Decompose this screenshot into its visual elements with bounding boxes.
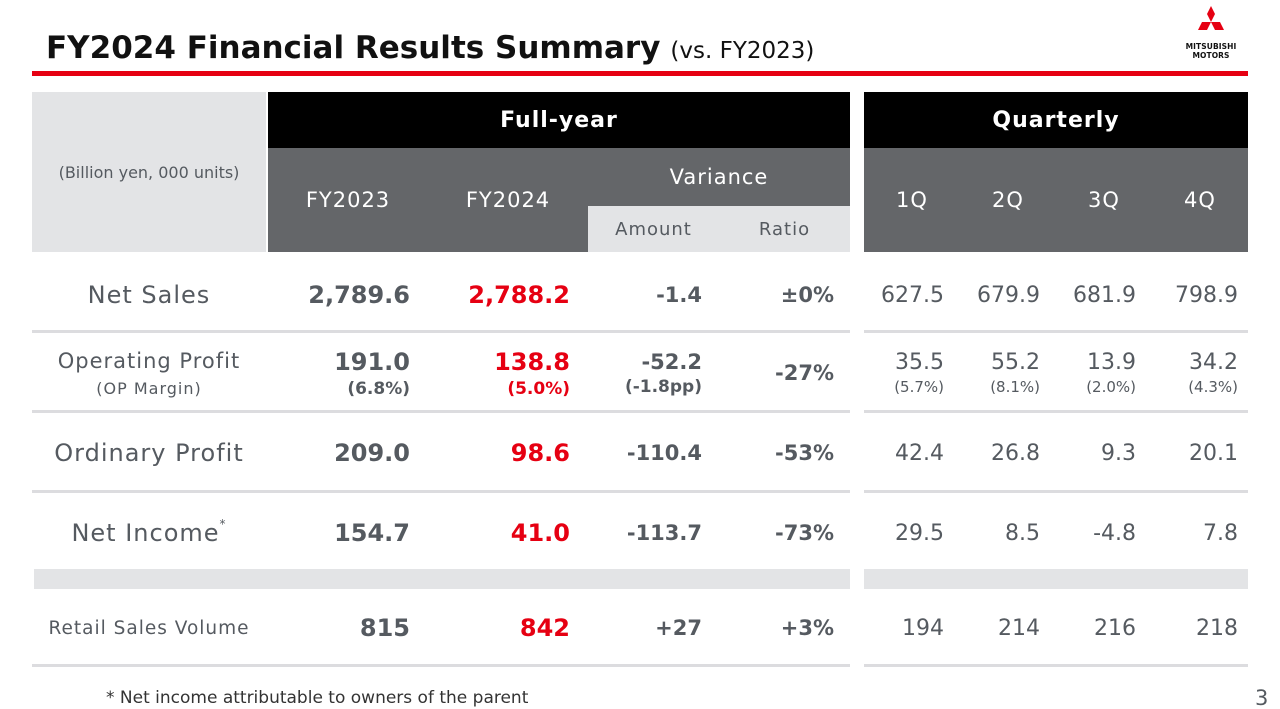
row-separator: [32, 330, 850, 333]
retail-fy2024: 842: [519, 614, 570, 642]
retail-q3: 216: [1094, 615, 1136, 641]
ord-profit-fy2024: 98.6: [510, 439, 570, 467]
op-profit-ratio: -27%: [775, 361, 834, 385]
op-profit-q4: 34.2 (4.3%): [1188, 350, 1238, 396]
company-logo: MITSUBISHI MOTORS: [1183, 6, 1239, 64]
op-profit-q3: 13.9 (2.0%): [1086, 350, 1136, 396]
units-header: (Billion yen, 000 units): [32, 92, 266, 252]
logo-text-line1: MITSUBISHI: [1185, 42, 1237, 51]
fullyear-group-header: Full-year: [268, 92, 850, 148]
net-sales-fy2024: 2,788.2: [468, 281, 570, 309]
col-q3: 3Q: [1088, 188, 1120, 212]
retail-ratio: +3%: [780, 616, 834, 640]
ord-profit-q4: 20.1: [1189, 440, 1238, 466]
section-band: [34, 569, 850, 589]
net-sales-fy2023: 2,789.6: [308, 281, 410, 309]
title-underline: [32, 71, 1248, 76]
op-margin-label: (OP Margin): [96, 378, 202, 398]
net-sales-q1: 627.5: [881, 282, 944, 308]
row-label-net-sales: Net Sales: [87, 281, 211, 309]
net-income-q1: 29.5: [895, 520, 944, 546]
row-separator: [864, 330, 1248, 333]
col-fy2024: FY2024: [465, 188, 551, 212]
retail-amount: +27: [655, 616, 702, 640]
op-profit-amount: -52.2 (-1.8pp): [624, 349, 702, 397]
logo-text-line2: MOTORS: [1192, 51, 1230, 60]
net-sales-ratio: ±0%: [780, 283, 834, 307]
net-income-q2: 8.5: [1005, 520, 1040, 546]
footnote: * Net income attributable to owners of t…: [106, 688, 529, 708]
row-label-operating-profit: Operating Profit (OP Margin): [57, 348, 241, 398]
ord-profit-q3: 9.3: [1101, 440, 1136, 466]
op-profit-fy2023: 191.0 (6.8%): [334, 347, 410, 399]
col-fy2023: FY2023: [305, 188, 391, 212]
row-label-ordinary-profit: Ordinary Profit: [54, 439, 244, 467]
row-separator: [32, 490, 850, 493]
net-income-fy2023: 154.7: [334, 519, 410, 547]
net-sales-q2: 679.9: [977, 282, 1040, 308]
retail-q2: 214: [998, 615, 1040, 641]
net-income-q3: -4.8: [1093, 520, 1136, 546]
row-separator: [32, 664, 850, 667]
ord-profit-amount: -110.4: [626, 441, 702, 465]
row-separator: [864, 410, 1248, 413]
net-sales-q4: 798.9: [1175, 282, 1238, 308]
col-ratio: Ratio: [719, 206, 850, 252]
quarterly-columns-header: 1Q 2Q 3Q 4Q: [864, 148, 1248, 252]
section-band: [864, 569, 1248, 589]
net-income-ratio: -73%: [775, 521, 834, 545]
ord-profit-q2: 26.8: [991, 440, 1040, 466]
row-separator: [32, 410, 850, 413]
title-text: FY2024 Financial Results Summary: [46, 30, 661, 66]
op-profit-q1: 35.5 (5.7%): [894, 350, 944, 396]
fullyear-columns-header: FY2023 FY2024: [268, 148, 588, 252]
footnote-mark: *: [219, 517, 227, 531]
ord-profit-ratio: -53%: [775, 441, 834, 465]
row-label-net-income: Net Income*: [71, 517, 227, 547]
row-label-retail-sales-volume: Retail Sales Volume: [48, 617, 250, 639]
ord-profit-q1: 42.4: [895, 440, 944, 466]
col-variance: Variance: [588, 148, 850, 206]
col-q4: 4Q: [1184, 188, 1216, 212]
net-sales-q3: 681.9: [1073, 282, 1136, 308]
net-income-fy2024: 41.0: [510, 519, 570, 547]
row-separator: [864, 664, 1248, 667]
retail-fy2023: 815: [359, 614, 410, 642]
net-sales-amount: -1.4: [656, 283, 702, 307]
op-profit-q2: 55.2 (8.1%): [990, 350, 1040, 396]
col-amount: Amount: [588, 206, 719, 252]
net-income-q4: 7.8: [1203, 520, 1238, 546]
page-title: FY2024 Financial Results Summary (vs. FY2…: [46, 30, 814, 66]
three-diamonds-logo-icon: [1198, 6, 1224, 30]
retail-q1: 194: [902, 615, 944, 641]
page-subtitle: (vs. FY2023): [670, 38, 815, 64]
col-q1: 1Q: [896, 188, 928, 212]
net-income-amount: -113.7: [626, 521, 702, 545]
retail-q4: 218: [1196, 615, 1238, 641]
col-q2: 2Q: [992, 188, 1024, 212]
ord-profit-fy2023: 209.0: [334, 439, 410, 467]
page-number: 3: [1255, 686, 1269, 709]
op-profit-fy2024: 138.8 (5.0%): [494, 347, 570, 399]
quarterly-group-header: Quarterly: [864, 92, 1248, 148]
row-separator: [864, 490, 1248, 493]
